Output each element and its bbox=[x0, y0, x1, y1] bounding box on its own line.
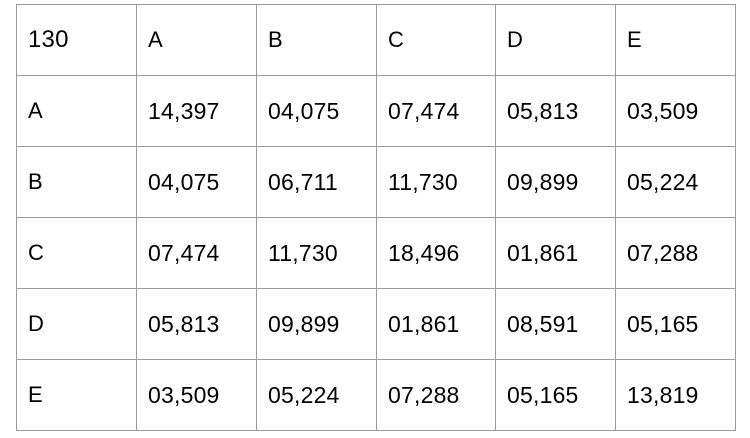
table-cell: 07,474 bbox=[376, 75, 496, 147]
table-cell: 05,165 bbox=[615, 288, 736, 360]
table-cell: 05,813 bbox=[136, 288, 257, 360]
table-cell: 01,861 bbox=[495, 217, 616, 289]
table-row: E 03,509 05,224 07,288 05,165 13,819 bbox=[16, 359, 736, 431]
table-cell: 11,730 bbox=[376, 146, 496, 218]
table-cell: 09,899 bbox=[256, 288, 377, 360]
column-header: B bbox=[256, 4, 377, 76]
table-cell: 05,813 bbox=[495, 75, 616, 147]
table-cell: 03,509 bbox=[136, 359, 257, 431]
table-cell: 03,509 bbox=[615, 75, 736, 147]
table-cell: 06,711 bbox=[256, 146, 377, 218]
table-cell: 05,224 bbox=[256, 359, 377, 431]
row-header: B bbox=[16, 146, 137, 218]
column-header: D bbox=[495, 4, 616, 76]
row-header: A bbox=[16, 75, 137, 147]
column-header: C bbox=[376, 4, 496, 76]
table-row: B 04,075 06,711 11,730 09,899 05,224 bbox=[16, 146, 736, 218]
row-header: D bbox=[16, 288, 137, 360]
corner-cell: 130 bbox=[16, 4, 137, 76]
table-cell: 07,288 bbox=[615, 217, 736, 289]
table-row: A 14,397 04,075 07,474 05,813 03,509 bbox=[16, 75, 736, 147]
table-cell: 05,165 bbox=[495, 359, 616, 431]
row-header: C bbox=[16, 217, 137, 289]
header-row: 130 A B C D E bbox=[16, 4, 736, 76]
table-cell: 08,591 bbox=[495, 288, 616, 360]
table-cell: 14,397 bbox=[136, 75, 257, 147]
table-cell: 09,899 bbox=[495, 146, 616, 218]
table-cell: 11,730 bbox=[256, 217, 377, 289]
matrix-table: 130 A B C D E A 14,397 04,075 07,474 05,… bbox=[16, 4, 736, 431]
table-cell: 04,075 bbox=[256, 75, 377, 147]
row-header: E bbox=[16, 359, 137, 431]
table-cell: 04,075 bbox=[136, 146, 257, 218]
table-cell: 01,861 bbox=[376, 288, 496, 360]
table-row: C 07,474 11,730 18,496 01,861 07,288 bbox=[16, 217, 736, 289]
table-cell: 07,474 bbox=[136, 217, 257, 289]
table-cell: 07,288 bbox=[376, 359, 496, 431]
column-header: A bbox=[136, 4, 257, 76]
table-row: D 05,813 09,899 01,861 08,591 05,165 bbox=[16, 288, 736, 360]
table-cell: 05,224 bbox=[615, 146, 736, 218]
table-cell: 18,496 bbox=[376, 217, 496, 289]
column-header: E bbox=[615, 4, 736, 76]
table-cell: 13,819 bbox=[615, 359, 736, 431]
